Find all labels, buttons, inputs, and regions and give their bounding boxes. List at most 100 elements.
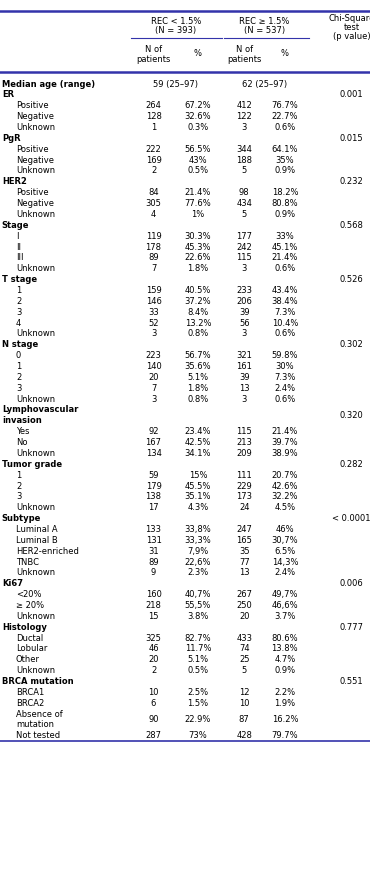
Text: Ductal: Ductal [16,634,43,643]
Text: 115: 115 [236,253,252,263]
Text: 32.2%: 32.2% [272,493,298,502]
Text: 111: 111 [236,470,252,480]
Text: 25: 25 [239,655,249,664]
Text: 433: 433 [236,634,252,643]
Text: 77: 77 [239,558,250,567]
Text: 0.526: 0.526 [340,275,363,284]
Text: 146: 146 [146,297,161,306]
Text: 0.9%: 0.9% [274,666,296,675]
Text: 167: 167 [145,438,162,447]
Text: 45.1%: 45.1% [272,242,298,251]
Text: 59: 59 [148,470,159,480]
Text: REC ≥ 1.5%: REC ≥ 1.5% [239,17,290,26]
Text: 80.6%: 80.6% [272,634,298,643]
Text: 76.7%: 76.7% [272,101,298,110]
Text: 178: 178 [145,242,162,251]
Text: 4.3%: 4.3% [187,503,209,512]
Text: 264: 264 [146,101,161,110]
Text: 22.9%: 22.9% [185,715,211,724]
Text: 45.5%: 45.5% [185,482,211,491]
Text: (p value): (p value) [333,32,370,41]
Text: 305: 305 [146,199,161,208]
Text: 242: 242 [236,242,252,251]
Text: 169: 169 [146,156,161,164]
Text: 5.1%: 5.1% [187,373,209,382]
Text: 7.3%: 7.3% [274,373,296,382]
Text: 79.7%: 79.7% [272,731,298,740]
Text: 33,8%: 33,8% [185,525,211,534]
Text: 247: 247 [236,525,252,534]
Text: 7.3%: 7.3% [274,308,296,316]
Text: 115: 115 [236,427,252,436]
Text: 3: 3 [242,394,247,403]
Text: 59 (25–97): 59 (25–97) [153,80,198,89]
Text: Unknown: Unknown [16,329,55,339]
Text: BRCA mutation: BRCA mutation [2,677,74,686]
Text: Median age (range): Median age (range) [2,80,95,89]
Text: PgR: PgR [2,134,20,143]
Text: 134: 134 [146,449,161,458]
Text: HER2-enriched: HER2-enriched [16,546,79,556]
Text: HER2: HER2 [2,177,27,186]
Text: 12: 12 [239,687,249,697]
Text: 40.5%: 40.5% [185,286,211,295]
Text: 20: 20 [239,611,249,620]
Text: Negative: Negative [16,199,54,208]
Text: 5: 5 [242,666,247,675]
Text: 0.232: 0.232 [340,177,363,186]
Text: 46,6%: 46,6% [272,601,298,610]
Text: 92: 92 [148,427,159,436]
Text: 35.1%: 35.1% [185,493,211,502]
Text: 23.4%: 23.4% [185,427,211,436]
Text: 140: 140 [146,362,161,371]
Text: 6: 6 [151,699,156,708]
Text: 33: 33 [148,308,159,316]
Text: 33%: 33% [276,232,294,240]
Text: 222: 222 [146,145,161,154]
Text: 82.7%: 82.7% [185,634,211,643]
Text: 98: 98 [239,189,249,198]
Text: 10: 10 [148,687,159,697]
Text: 7: 7 [151,265,156,274]
Text: Yes: Yes [16,427,29,436]
Text: 161: 161 [236,362,252,371]
Text: %: % [281,49,289,58]
Text: Stage: Stage [2,221,29,230]
Text: < 0.0001: < 0.0001 [332,514,370,523]
Text: 131: 131 [146,536,161,544]
Text: 128: 128 [146,112,161,122]
Text: 223: 223 [146,351,161,360]
Text: 43%: 43% [189,156,207,164]
Text: 89: 89 [148,253,159,263]
Text: mutation: mutation [16,721,54,730]
Text: 0.3%: 0.3% [187,123,209,132]
Text: ≥ 20%: ≥ 20% [16,601,44,610]
Text: 5.1%: 5.1% [187,655,209,664]
Text: 2.2%: 2.2% [274,687,296,697]
Text: 32.6%: 32.6% [185,112,211,122]
Text: 3: 3 [16,308,21,316]
Text: 38.4%: 38.4% [272,297,298,306]
Text: REC < 1.5%: REC < 1.5% [151,17,201,26]
Text: 0.551: 0.551 [340,677,363,686]
Text: 22.7%: 22.7% [272,112,298,122]
Text: %: % [194,49,202,58]
Text: Subtype: Subtype [2,514,41,523]
Text: 9: 9 [151,569,156,578]
Text: 0.8%: 0.8% [187,394,209,403]
Text: Lymphovascular: Lymphovascular [2,406,78,415]
Text: 15: 15 [148,611,159,620]
Text: N stage: N stage [2,341,38,350]
Text: 8.4%: 8.4% [187,308,209,316]
Text: 0.777: 0.777 [340,623,363,632]
Text: 13.8%: 13.8% [272,645,298,654]
Text: Not tested: Not tested [16,731,60,740]
Text: 2.5%: 2.5% [187,687,209,697]
Text: 30%: 30% [276,362,294,371]
Text: 122: 122 [236,112,252,122]
Text: 90: 90 [148,715,159,724]
Text: 74: 74 [239,645,249,654]
Text: 34.1%: 34.1% [185,449,211,458]
Text: 165: 165 [236,536,252,544]
Text: 2: 2 [151,166,156,175]
